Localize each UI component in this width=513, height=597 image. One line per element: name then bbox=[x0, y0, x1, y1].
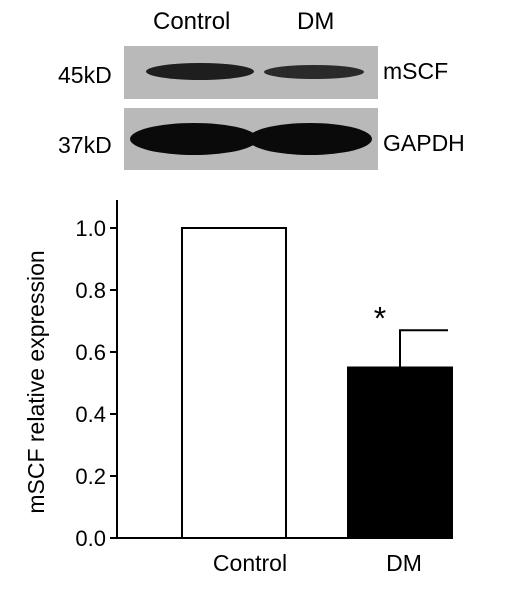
blot-column-label-dm: DM bbox=[297, 8, 335, 35]
bar-control bbox=[181, 227, 287, 539]
blot-protein-label-mscf: mSCF bbox=[383, 58, 449, 84]
blot-size-label-mscf: 45kD bbox=[58, 62, 112, 88]
blot-size-label-gapdh: 37kD bbox=[58, 132, 112, 158]
blot-band-control-gapdh bbox=[130, 123, 258, 155]
blot-protein-label-gapdh: GAPDH bbox=[383, 130, 465, 156]
y-tick-label: 0.8 bbox=[75, 278, 106, 303]
blot-panel-mscf bbox=[124, 46, 378, 99]
blot-panel-gapdh bbox=[124, 108, 378, 170]
x-tick-label: Control bbox=[213, 550, 287, 576]
y-axis-label: mSCF relative expression bbox=[23, 250, 49, 513]
y-tick-label: 1.0 bbox=[75, 216, 106, 241]
x-tick-label: DM bbox=[386, 550, 422, 576]
bar-dm bbox=[347, 366, 453, 539]
y-tick-label: 0.2 bbox=[75, 464, 106, 489]
blot-column-label-control: Control bbox=[153, 8, 231, 35]
y-tick-label: 0.6 bbox=[75, 340, 106, 365]
significance-marker: * bbox=[374, 300, 386, 336]
y-tick-label: 0.4 bbox=[75, 402, 106, 427]
bar-chart: mSCF relative expression 0.0 0.2 0.4 0.6 0.8… bbox=[23, 200, 453, 576]
y-tick-label: 0.0 bbox=[75, 526, 106, 551]
blot-band-control-mscf bbox=[146, 63, 254, 80]
blot-band-dm-gapdh bbox=[248, 123, 372, 155]
blot-band-dm-mscf bbox=[264, 65, 364, 79]
